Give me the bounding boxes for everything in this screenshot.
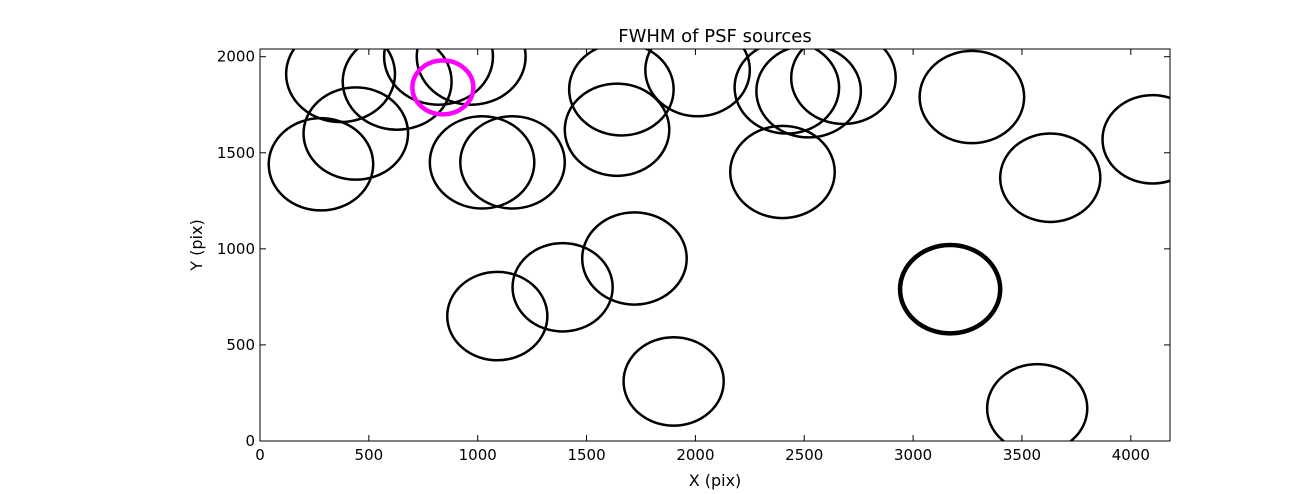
- y-tick-label: 0: [245, 432, 255, 450]
- psf-source-circle: [284, 49, 397, 124]
- psf-source-circle: [459, 115, 567, 210]
- psf-source-circle: [755, 49, 863, 139]
- psf-source-circle: [622, 335, 725, 427]
- psf-source-circle: [302, 86, 410, 181]
- ticks-layer: 0 500 1000 1500 2000 2500 3000 3500 4000 0 500 1000…: [217, 48, 1170, 464]
- y-tick-label: 500: [226, 336, 255, 354]
- x-tick-label: 2500: [785, 446, 823, 464]
- psf-source-circle: [998, 132, 1102, 224]
- y-tick-label: 2000: [217, 48, 255, 66]
- psf-source-circle: [897, 242, 1003, 336]
- psf-source-circle-highlighted: [410, 58, 476, 117]
- x-tick-label: 4000: [1112, 446, 1150, 464]
- circles-layer: [267, 49, 1170, 441]
- y-tick-label: 1500: [217, 144, 255, 162]
- plot-frame: [259, 48, 1171, 442]
- psf-source-circle: [511, 241, 614, 333]
- chart-title: FWHM of PSF sources: [618, 26, 812, 47]
- x-tick-label: 3000: [894, 446, 932, 464]
- psf-source-circle: [445, 270, 549, 362]
- y-axis-label: Y (pix): [187, 219, 206, 271]
- y-tick-label: 1000: [217, 240, 255, 258]
- psf-source-circle: [267, 116, 375, 212]
- psf-source-circle: [563, 82, 671, 178]
- psf-source-circle: [644, 49, 752, 118]
- psf-source-circle: [789, 49, 897, 126]
- psf-source-circle: [918, 49, 1026, 145]
- psf-source-circle: [1101, 93, 1170, 185]
- psf-source-circle: [428, 115, 536, 210]
- x-tick-label: 3500: [1003, 446, 1041, 464]
- psf-source-circle: [415, 49, 527, 106]
- x-axis-label: X (pix): [689, 471, 742, 490]
- psf-source-circle: [341, 49, 453, 131]
- x-tick-label: 1500: [567, 446, 605, 464]
- x-tick-label: 500: [355, 446, 384, 464]
- psf-source-circle: [382, 49, 495, 106]
- psf-source-circle: [728, 124, 836, 220]
- x-tick-label: 1000: [459, 446, 497, 464]
- psf-source-circle: [580, 211, 688, 306]
- x-tick-label: 2000: [676, 446, 714, 464]
- psf-source-circle: [567, 49, 675, 137]
- x-tick-label: 0: [255, 446, 265, 464]
- psf-source-circle: [985, 362, 1089, 441]
